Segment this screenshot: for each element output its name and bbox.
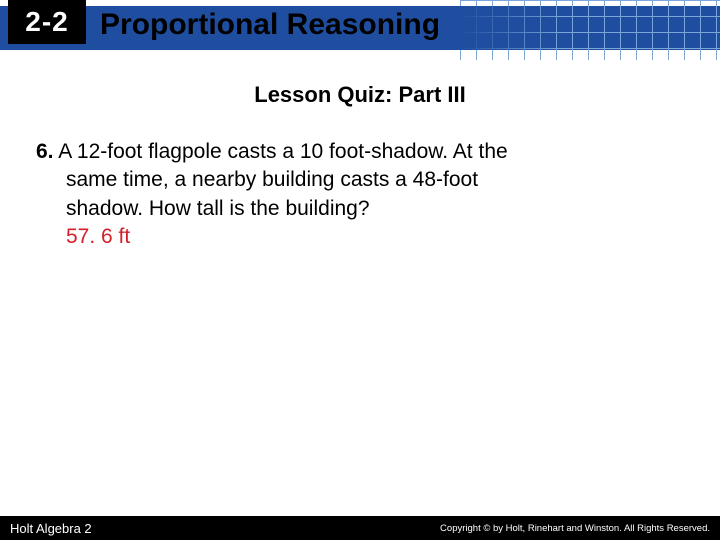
lesson-subtitle: Lesson Quiz: Part III	[0, 82, 720, 108]
question-text-2: same time, a nearby building casts a 48-…	[66, 166, 684, 194]
question-text-3: shadow. How tall is the building?	[66, 195, 684, 223]
slide-footer: Holt Algebra 2 Copyright © by Holt, Rine…	[0, 516, 720, 540]
question-answer: 57. 6 ft	[66, 223, 684, 251]
chapter-title: Proportional Reasoning	[100, 8, 440, 42]
footer-copyright: Copyright © by Holt, Rinehart and Winsto…	[440, 523, 720, 534]
question-block: 6. A 12-foot flagpole casts a 10 foot-sh…	[36, 138, 684, 251]
question-line-1: 6. A 12-foot flagpole casts a 10 foot-sh…	[36, 138, 684, 166]
chapter-number-box: 2-2	[8, 0, 86, 44]
slide-header: 2-2 Proportional Reasoning	[0, 0, 720, 60]
question-number: 6.	[36, 140, 54, 163]
question-text-1: A 12-foot flagpole casts a 10 foot-shado…	[58, 140, 507, 163]
footer-textbook: Holt Algebra 2	[0, 521, 92, 536]
header-grid-fade	[460, 6, 720, 50]
chapter-number: 2-2	[25, 6, 68, 38]
